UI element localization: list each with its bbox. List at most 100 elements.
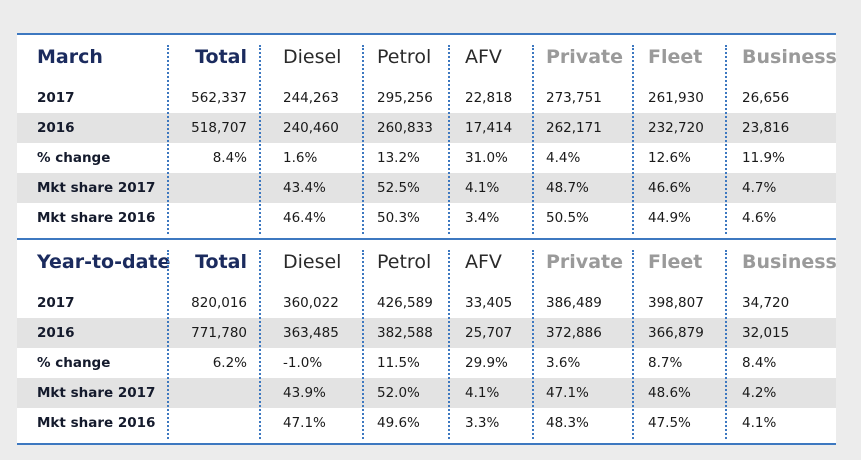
- cell-total: 6.2%: [212, 355, 247, 371]
- table-row: 2016 771,780 363,485 382,588 25,707 372,886 36…: [17, 318, 836, 348]
- column-divider: [362, 45, 364, 234]
- cell-total: [167, 173, 247, 203]
- cell-afv: 33,405: [465, 295, 513, 311]
- cell-private: 273,751: [546, 90, 602, 106]
- column-header-business: Business: [742, 251, 837, 273]
- cell-diesel: 363,485: [283, 325, 339, 341]
- cell-petrol: 295,256: [377, 90, 433, 106]
- column-header-fleet: Fleet: [648, 251, 703, 273]
- cell-afv: 3.3%: [465, 415, 500, 431]
- cell-diesel: 43.4%: [283, 180, 326, 196]
- table-row: Mkt share 2017 43.4% 52.5% 4.1% 48.7% 46.6% 4.…: [17, 173, 836, 203]
- cell-petrol: 52.0%: [377, 385, 420, 401]
- column-divider: [259, 45, 261, 234]
- cell-business: 8.4%: [742, 355, 777, 371]
- cell-fleet: 366,879: [648, 325, 704, 341]
- cell-fleet: 46.6%: [648, 180, 691, 196]
- cell-afv: 17,414: [465, 120, 513, 136]
- cell-business: 4.2%: [742, 385, 777, 401]
- table-row: 2017 820,016 360,022 426,589 33,405 386,489 39…: [17, 288, 836, 318]
- row-label: 2017: [37, 90, 75, 106]
- cell-private: 48.7%: [546, 180, 589, 196]
- column-divider: [725, 45, 727, 234]
- cell-business: 23,816: [742, 120, 790, 136]
- cell-total: [167, 408, 247, 438]
- column-divider: [532, 250, 534, 439]
- table-row: 2017 562,337 244,263 295,256 22,818 273,751 26…: [17, 83, 836, 113]
- year-to-date-table: Year-to-date Total Diesel Petrol AFV Private F…: [17, 238, 837, 445]
- table-header-row: Year-to-date Total Diesel Petrol AFV Private F…: [17, 240, 837, 284]
- cell-afv: 29.9%: [465, 355, 508, 371]
- cell-afv: 22,818: [465, 90, 513, 106]
- row-label: Mkt share 2017: [37, 385, 156, 401]
- cell-total: 562,337: [191, 90, 247, 106]
- column-divider: [259, 250, 261, 439]
- cell-private: 50.5%: [546, 210, 589, 226]
- cell-fleet: 48.6%: [648, 385, 691, 401]
- column-header-afv: AFV: [465, 251, 502, 273]
- cell-diesel: 360,022: [283, 295, 339, 311]
- row-label: 2017: [37, 295, 75, 311]
- row-label: 2016: [37, 325, 75, 341]
- table-top-rule: [17, 33, 836, 35]
- cell-private: 4.4%: [546, 150, 581, 166]
- column-header-petrol: Petrol: [377, 46, 432, 68]
- cell-fleet: 398,807: [648, 295, 704, 311]
- column-header-private: Private: [546, 251, 623, 273]
- column-divider: [632, 250, 634, 439]
- cell-diesel: 43.9%: [283, 385, 326, 401]
- column-header-total: Total: [195, 251, 247, 273]
- cell-diesel: 46.4%: [283, 210, 326, 226]
- cell-total: 820,016: [191, 295, 247, 311]
- cell-business: 4.7%: [742, 180, 777, 196]
- table-row: Mkt share 2017 43.9% 52.0% 4.1% 47.1% 48.6% 4.…: [17, 378, 836, 408]
- cell-diesel: 244,263: [283, 90, 339, 106]
- cell-private: 372,886: [546, 325, 602, 341]
- column-header-diesel: Diesel: [283, 46, 342, 68]
- row-label: 2016: [37, 120, 75, 136]
- cell-business: 11.9%: [742, 150, 785, 166]
- table-heading: March: [37, 46, 103, 68]
- cell-total: 518,707: [191, 120, 247, 136]
- cell-total: 771,780: [191, 325, 247, 341]
- column-header-business: Business: [742, 46, 837, 68]
- table-row: % change 6.2% -1.0% 11.5% 29.9% 3.6% 8.7% 8.4%: [17, 348, 836, 378]
- cell-petrol: 13.2%: [377, 150, 420, 166]
- march-table: March Total Diesel Petrol AFV Private Fleet Bus…: [17, 33, 837, 240]
- column-header-afv: AFV: [465, 46, 502, 68]
- cell-fleet: 47.5%: [648, 415, 691, 431]
- cell-diesel: 240,460: [283, 120, 339, 136]
- cell-afv: 4.1%: [465, 180, 500, 196]
- row-label: % change: [37, 355, 111, 371]
- cell-afv: 4.1%: [465, 385, 500, 401]
- cell-petrol: 11.5%: [377, 355, 420, 371]
- cell-business: 32,015: [742, 325, 790, 341]
- cell-total: 8.4%: [212, 150, 247, 166]
- column-header-fleet: Fleet: [648, 46, 703, 68]
- cell-fleet: 12.6%: [648, 150, 691, 166]
- cell-private: 47.1%: [546, 385, 589, 401]
- cell-business: 4.1%: [742, 415, 777, 431]
- column-divider: [362, 250, 364, 439]
- column-divider: [167, 45, 169, 234]
- cell-diesel: 1.6%: [283, 150, 318, 166]
- table-bottom-rule: [17, 443, 836, 445]
- cell-petrol: 260,833: [377, 120, 433, 136]
- cell-fleet: 232,720: [648, 120, 704, 136]
- cell-petrol: 52.5%: [377, 180, 420, 196]
- cell-private: 48.3%: [546, 415, 589, 431]
- row-label: Mkt share 2016: [37, 415, 156, 431]
- sales-table-card: March Total Diesel Petrol AFV Private Fleet Bus…: [17, 33, 837, 445]
- cell-afv: 31.0%: [465, 150, 508, 166]
- cell-fleet: 8.7%: [648, 355, 683, 371]
- cell-diesel: 47.1%: [283, 415, 326, 431]
- table-row: Mkt share 2016 47.1% 49.6% 3.3% 48.3% 47.5% 4.…: [17, 408, 836, 438]
- cell-fleet: 261,930: [648, 90, 704, 106]
- column-divider: [448, 250, 450, 439]
- cell-petrol: 49.6%: [377, 415, 420, 431]
- cell-afv: 3.4%: [465, 210, 500, 226]
- column-divider: [632, 45, 634, 234]
- table-row: Mkt share 2016 46.4% 50.3% 3.4% 50.5% 44.9% 4.…: [17, 203, 836, 233]
- table-heading: Year-to-date: [37, 251, 171, 273]
- cell-business: 4.6%: [742, 210, 777, 226]
